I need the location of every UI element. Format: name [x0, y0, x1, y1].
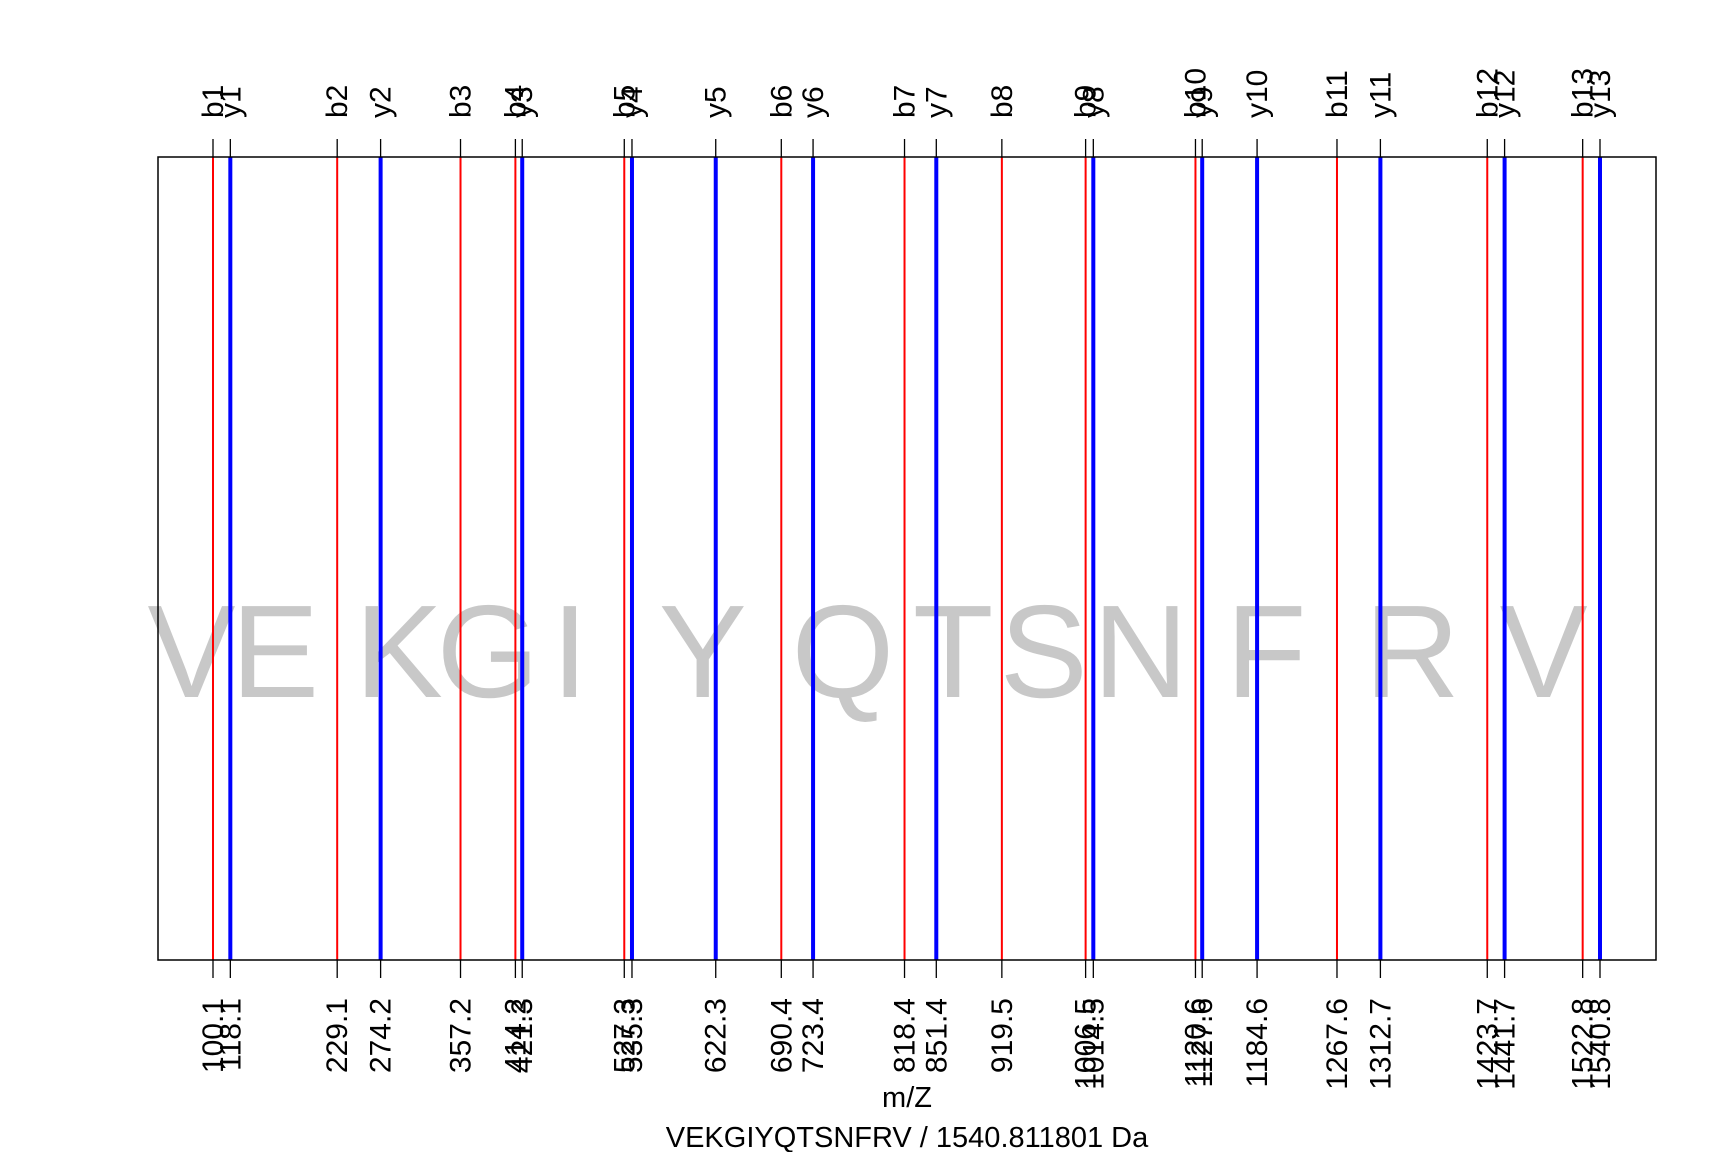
mz-tick-label: 274.2	[365, 998, 398, 1073]
ion-label: y1	[214, 86, 247, 118]
ion-label: y5	[700, 86, 733, 118]
ion-label: b6	[765, 85, 798, 118]
mz-tick-label: 1014.5	[1077, 998, 1110, 1090]
ion-label: y12	[1489, 70, 1522, 118]
mz-tick-label: 1540.8	[1584, 998, 1617, 1090]
ion-label: y13	[1584, 70, 1617, 118]
ion-lines	[212, 157, 1602, 960]
mz-tick-label: 818.4	[889, 998, 922, 1073]
sequence-letter: Q	[792, 578, 895, 725]
sequence-letter: S	[1000, 578, 1088, 725]
mz-tick-label: 690.4	[765, 998, 798, 1073]
mz-tick-label: 723.4	[797, 998, 830, 1073]
ion-label: y2	[365, 86, 398, 118]
mz-tick-label: 1120.6	[1179, 998, 1212, 1088]
sequence-letters: VE KG I Y Q T S N F R V	[147, 578, 1587, 725]
sequence-letter: K	[355, 578, 443, 725]
mz-tick-label: 1006.5	[1070, 998, 1103, 1090]
ion-label: b4	[499, 85, 532, 118]
mz-tick-label: 527.3	[608, 998, 641, 1073]
mz-tick-label: 1312.7	[1364, 998, 1397, 1090]
mz-tick-label: 851.4	[920, 998, 953, 1073]
mz-tick-label: 1267.6	[1321, 998, 1354, 1090]
ion-label: y11	[1364, 72, 1397, 118]
ion-label: y9	[1186, 86, 1219, 118]
ion-label: b1	[197, 85, 230, 118]
sequence-letter: V	[1500, 578, 1588, 725]
mz-tick-label: 622.3	[700, 998, 733, 1073]
mz-tick-label: 118.1	[214, 998, 247, 1071]
sequence-letter: N	[1093, 578, 1188, 725]
sequence-letter: T	[913, 578, 994, 725]
mz-tick-label: 100.1	[197, 998, 230, 1073]
chart-title: VEKGIYQTSNFRV / 1540.811801 Da	[666, 1122, 1149, 1152]
ion-label: b5	[608, 85, 641, 118]
ion-label: b13	[1567, 68, 1600, 118]
ion-label: y10	[1241, 70, 1274, 118]
sequence-letter: F	[1226, 578, 1307, 725]
ion-label: b3	[445, 85, 478, 118]
axis-ticks: b1 100.1 b2 229.1 b3 357.2 b4 414.2 b5 527.3 b6 690…	[197, 68, 1617, 1090]
ion-label: b10	[1179, 68, 1212, 118]
mz-tick-label: 919.5	[986, 998, 1019, 1073]
mz-tick-label: 1441.7	[1489, 998, 1522, 1090]
mz-tick-label: 1184.6	[1241, 998, 1274, 1088]
mz-tick-label: 1127.6	[1186, 998, 1219, 1088]
ion-label: b7	[889, 85, 922, 118]
x-axis-label: m/Z	[882, 1082, 932, 1114]
mz-tick-label: 1423.7	[1471, 998, 1504, 1090]
ion-label: y4	[616, 86, 649, 118]
ion-label: y3	[506, 86, 539, 118]
sequence-letter: I	[551, 578, 588, 725]
mz-tick-label: 421.3	[506, 998, 539, 1073]
mz-tick-label: 535.3	[616, 998, 649, 1073]
ion-label: b12	[1471, 68, 1504, 118]
ion-label: b2	[321, 85, 354, 118]
ion-label: y7	[920, 86, 953, 118]
plot-frame	[157, 156, 1657, 961]
ion-label: b8	[986, 85, 1019, 118]
sequence-letter: E	[231, 578, 319, 725]
mz-tick-label: 229.1	[321, 998, 354, 1073]
ion-label: y6	[797, 86, 830, 118]
ion-label: b9	[1070, 85, 1103, 118]
sequence-letter: V	[147, 578, 235, 725]
mz-tick-label: 1522.8	[1567, 998, 1600, 1090]
sequence-letter: Y	[659, 578, 747, 725]
mz-tick-label: 357.2	[445, 998, 478, 1073]
mz-tick-label: 414.2	[499, 998, 532, 1073]
ion-label: y8	[1077, 86, 1110, 118]
ion-label: b11	[1321, 70, 1354, 118]
